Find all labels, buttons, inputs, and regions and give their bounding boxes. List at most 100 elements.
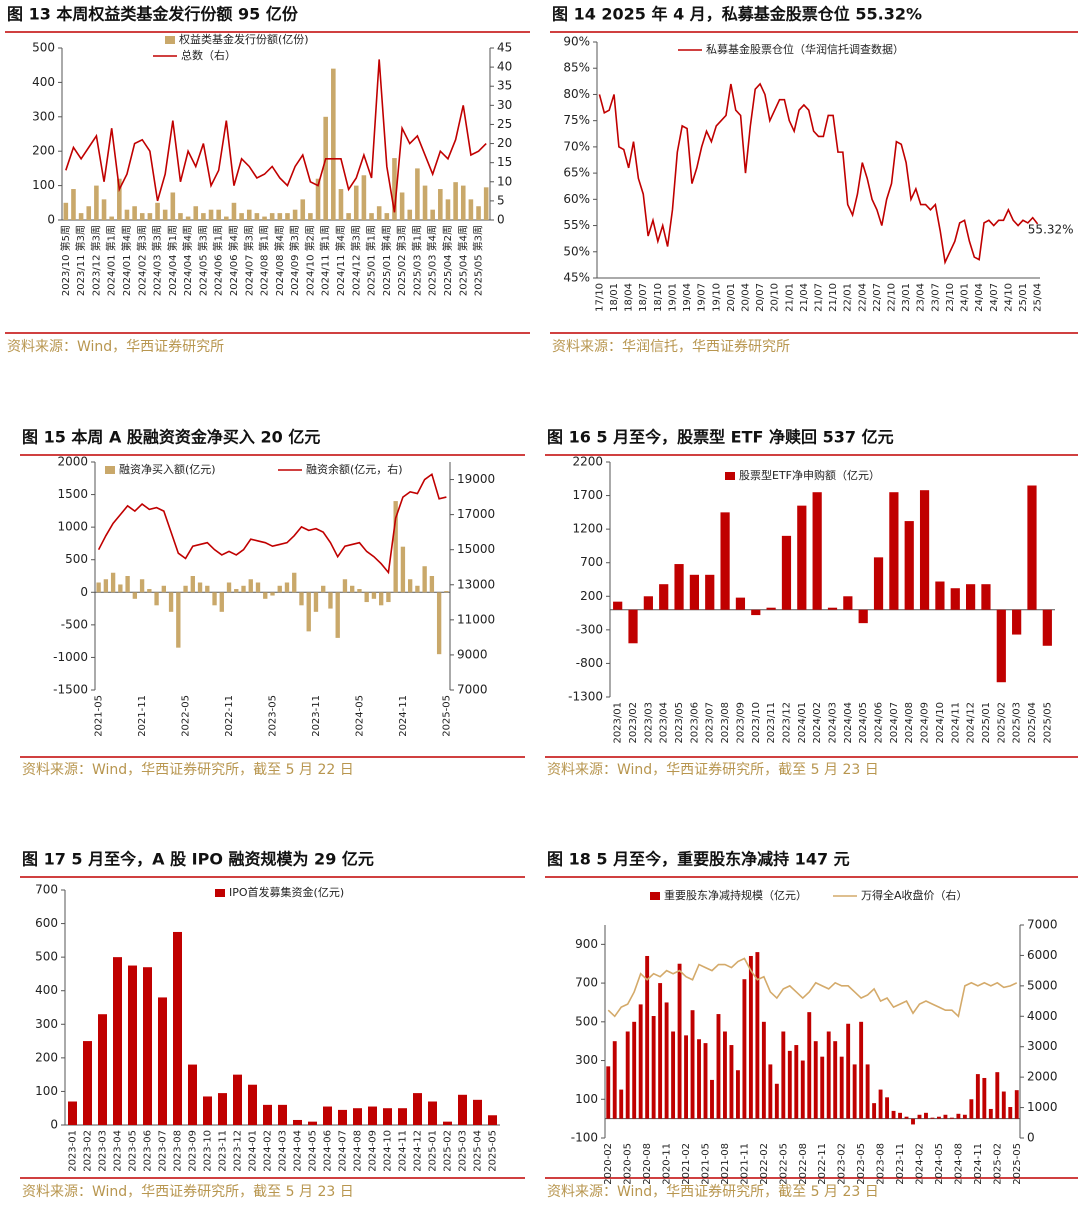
bar (443, 1121, 452, 1125)
bar (139, 213, 145, 220)
x-tick-label: 2024/08 (904, 702, 915, 744)
bar (185, 216, 191, 220)
y-tick-label: -300 (576, 622, 603, 636)
bar (368, 1106, 377, 1125)
bar (94, 185, 99, 220)
bar (735, 597, 746, 610)
x-tick-label: 2023/10 (751, 702, 762, 744)
x-tick-label: 2024/09 第3周 (288, 225, 301, 296)
bar (393, 501, 398, 593)
bar (277, 585, 282, 593)
bar (638, 1004, 643, 1119)
bar (63, 202, 69, 220)
legend-label: 私募基金股票仓位（华润信托调查数据） (706, 42, 904, 56)
y-tick-label: 50% (563, 244, 590, 258)
x-tick-label: 2025-05 (488, 1130, 499, 1172)
x-tick-label: 2024/08 第4周 (273, 225, 286, 296)
x-tick-label: 24/07 (989, 283, 1000, 312)
bar (969, 1099, 974, 1119)
bar (299, 592, 304, 606)
y-tick-label: -1500 (53, 683, 88, 697)
y-tick-label: 700 (575, 976, 598, 990)
bar (328, 592, 333, 609)
bar (231, 202, 237, 220)
y-tick-label: 75% (563, 113, 590, 127)
x-tick-label: 2025-03 (458, 1130, 469, 1172)
bar (263, 592, 268, 599)
bar (949, 1117, 954, 1119)
bar (323, 1106, 332, 1125)
x-tick-label: 22/10 (887, 283, 898, 312)
bar (833, 1041, 838, 1119)
bar (83, 1041, 92, 1125)
y-tick-label: 1500 (57, 487, 88, 501)
bar (308, 1121, 317, 1125)
x-tick-label: 2024-11 (398, 1130, 409, 1172)
bar (292, 572, 297, 593)
x-tick-label: 2024-10 (383, 1130, 394, 1172)
bar (453, 182, 458, 220)
bar (628, 609, 638, 644)
bar (201, 213, 206, 220)
bar (878, 1089, 883, 1119)
x-tick-label: 19/04 (682, 283, 693, 312)
y-tick-label: 70% (563, 139, 590, 153)
bar (384, 213, 390, 220)
x-tick-label: 2023/10 第5周 (59, 225, 72, 296)
x-tick-label: 2021-02 (681, 1143, 692, 1185)
bar (710, 1079, 714, 1119)
x-tick-label: 2023-08 (173, 1130, 184, 1172)
x-tick-label: 2025/02 第3周 (395, 225, 408, 296)
legend-label: 融资余额(亿元，右) (306, 462, 403, 476)
bar (445, 199, 451, 220)
x-tick-label: 2024/02 (812, 702, 823, 744)
bar (613, 601, 623, 610)
legend-label: 融资净买入额(亿元) (119, 462, 216, 476)
x-tick-label: 18/04 (624, 283, 635, 312)
y-tick-label: 1000 (57, 520, 88, 534)
x-tick-label: 23/10 (945, 283, 956, 312)
bar (178, 213, 183, 220)
y-tick-label: -500 (61, 617, 88, 631)
bar (415, 585, 420, 593)
bar (781, 1031, 786, 1119)
bar (843, 596, 853, 610)
bar (176, 592, 181, 648)
y-tick-label: 0 (50, 1118, 58, 1132)
bar (684, 1035, 688, 1119)
bar (255, 582, 261, 593)
y2-tick-label: 2000 (1027, 1070, 1058, 1084)
bar (68, 1101, 77, 1125)
bar (263, 1104, 272, 1125)
x-tick-label: 2021-11 (739, 1143, 750, 1185)
bar (216, 209, 221, 220)
x-tick-label: 18/01 (609, 283, 620, 312)
bar (383, 1108, 392, 1125)
x-tick-label: 2024/04 第4周 (181, 225, 194, 296)
legend-swatch (165, 36, 175, 44)
y2-tick-label: 0 (497, 213, 505, 227)
bar (278, 1104, 287, 1125)
x-tick-label: 25/04 (1033, 283, 1044, 312)
x-tick-label: 2024-09 (368, 1130, 379, 1172)
bar (981, 584, 991, 610)
chart-title: 图 15 本周 A 股融资资金净买入 20 亿元 (22, 428, 320, 447)
bar (748, 955, 753, 1119)
line (598, 82, 1039, 266)
x-tick-label: 2025/01 (981, 702, 992, 744)
bar (338, 189, 344, 220)
bar (677, 963, 682, 1119)
bar (1008, 1107, 1013, 1119)
y-tick-label: 2200 (572, 455, 603, 469)
y-tick-label: 100 (575, 1092, 598, 1106)
x-tick-label: 2024-06 (323, 1130, 334, 1172)
bar (422, 566, 427, 593)
x-tick-label: 2024-05 (354, 695, 365, 737)
x-tick-label: 2024-02 (914, 1143, 925, 1185)
y2-tick-label: 25 (497, 117, 512, 131)
legend-label: 总数（右） (181, 48, 236, 62)
x-tick-label: 2024/03 (828, 702, 839, 744)
y-tick-label: -1300 (568, 690, 603, 704)
bar (350, 585, 355, 593)
bar (323, 116, 328, 220)
